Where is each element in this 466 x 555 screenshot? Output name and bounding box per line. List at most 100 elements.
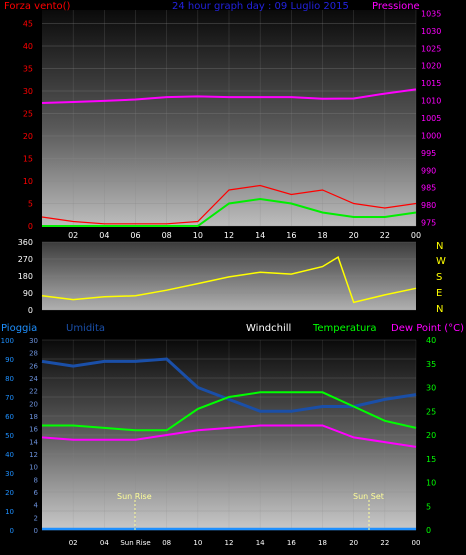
temperature-legend: Temperatura	[312, 323, 377, 334]
pressure-tick-label: 1030	[421, 27, 441, 36]
direction-tick-label: 360	[18, 238, 33, 247]
rain-tick-label: 60	[5, 413, 14, 421]
rain-tick-label: 50	[5, 432, 14, 440]
humidity-tick-label: 0	[34, 527, 38, 535]
bottom-x-tick-label: 16	[287, 539, 296, 547]
humidity-tick-label: 20	[29, 400, 38, 408]
humidity-tick-label: 16	[29, 426, 38, 434]
grid-lines	[42, 10, 417, 531]
bottom-x-tick-label: 22	[380, 539, 389, 547]
pressure-line	[41, 88, 417, 104]
wind-gust-line	[42, 197, 417, 227]
bottom-x-tick-label: 14	[256, 539, 265, 547]
pressure-tick-label: 1020	[421, 62, 441, 71]
wind-tick-label: 10	[23, 177, 33, 186]
pressure-axis-title: Pressione	[372, 1, 420, 12]
bottom-x-tick-label: 18	[318, 539, 327, 547]
temperature-tick-label: 5	[426, 502, 431, 511]
dewpoint-legend: Dew Point (°C)	[391, 323, 464, 334]
top-x-tick-label: 12	[224, 231, 234, 240]
temperature-tick-label: 0	[426, 526, 431, 535]
humidity-tick-label: 12	[29, 451, 38, 459]
rain-axis-title: Pioggia	[1, 323, 37, 334]
temperature-tick-label: 10	[426, 479, 436, 488]
dewpoint-line	[41, 424, 417, 448]
wind-axis-title: Forza vento()	[4, 1, 71, 12]
wind-tick-label: 30	[23, 87, 33, 96]
direction-label-e: E	[436, 288, 442, 299]
temperature-tick-label: 15	[426, 455, 436, 464]
humidity-tick-label: 24	[29, 375, 38, 383]
wind-speed-line	[41, 184, 417, 225]
humidity-tick-label: 22	[29, 388, 38, 396]
bottom-x-tick-label: 12	[225, 539, 234, 547]
bottom-x-tick-label: Sun Rise	[120, 539, 150, 547]
wind-tick-label: 20	[23, 132, 33, 141]
top-x-tick-label: 04	[99, 231, 109, 240]
rain-tick-label: 0	[10, 527, 14, 535]
humidity-tick-label: 26	[29, 362, 38, 370]
top-x-tick-label: 18	[317, 231, 327, 240]
top-x-tick-label: 14	[255, 231, 265, 240]
direction-tick-label: 180	[18, 272, 33, 281]
top-x-tick-label: 20	[349, 231, 359, 240]
humidity-tick-label: 14	[29, 438, 38, 446]
direction-label-s: S	[436, 272, 442, 283]
rain-tick-label: 30	[5, 470, 14, 478]
pressure-tick-label: 1010	[421, 97, 441, 106]
top-x-tick-label: 06	[130, 231, 140, 240]
pressure-tick-label: 975	[421, 219, 436, 228]
bottom-x-tick-label: 04	[100, 539, 109, 547]
tick-labels: 0510152025303540459759809859909951000100…	[1, 9, 442, 547]
humidity-tick-label: 6	[34, 489, 39, 497]
chart-marks	[41, 88, 417, 531]
wind-tick-label: 45	[23, 20, 33, 29]
wind-tick-label: 35	[23, 65, 33, 74]
wind-direction-line	[41, 255, 417, 304]
bottom-x-tick-label: 02	[69, 539, 78, 547]
bottom-x-tick-label: 00	[412, 539, 421, 547]
rain-tick-label: 20	[5, 489, 14, 497]
temperature-line	[42, 391, 417, 432]
direction-tick-label: 0	[28, 306, 33, 315]
rain-tick-label: 80	[5, 375, 14, 383]
humidity-tick-label: 18	[29, 413, 38, 421]
temperature-tick-label: 20	[426, 431, 436, 440]
pressure-tick-label: 1035	[421, 9, 441, 18]
temperature-tick-label: 25	[426, 407, 436, 416]
temperature-tick-label: 35	[426, 360, 436, 369]
sunrise-label: Sun Rise	[117, 492, 152, 501]
rain-tick-label: 100	[1, 337, 14, 345]
temperature-tick-label: 30	[426, 384, 436, 393]
top-x-tick-label: 16	[286, 231, 296, 240]
top-x-tick-label: 00	[411, 231, 421, 240]
bottom-x-tick-label: 20	[349, 539, 358, 547]
top-x-tick-label: 08	[162, 231, 172, 240]
bottom-x-tick-label: 10	[193, 539, 202, 547]
pressure-tick-label: 980	[421, 201, 436, 210]
direction-label-w: W	[436, 256, 446, 267]
humidity-axis-title: Umidita	[66, 323, 105, 334]
humidity-tick-label: 28	[29, 350, 38, 358]
direction-tick-label: 90	[23, 289, 33, 298]
direction-tick-label: 270	[18, 255, 33, 264]
chart-title: 24 hour graph day : 09 Luglio 2015	[172, 1, 349, 12]
rain-tick-label: 90	[5, 356, 14, 364]
top-x-tick-label: 10	[193, 231, 203, 240]
wind-tick-label: 0	[28, 222, 33, 231]
direction-label-n-bottom: N	[436, 304, 443, 315]
humidity-tick-label: 10	[29, 464, 38, 472]
rain-tick-label: 70	[5, 394, 14, 402]
wind-tick-label: 25	[23, 110, 33, 119]
rain-tick-label: 40	[5, 451, 14, 459]
humidity-tick-label: 8	[34, 476, 38, 484]
bottom-x-tick-label: 08	[162, 539, 171, 547]
pressure-tick-label: 985	[421, 184, 436, 193]
top-x-tick-label: 22	[380, 231, 390, 240]
temperature-tick-label: 40	[426, 336, 436, 345]
direction-label-n-top: N	[436, 241, 443, 252]
pressure-tick-label: 990	[421, 166, 436, 175]
pressure-tick-label: 1025	[421, 44, 441, 53]
